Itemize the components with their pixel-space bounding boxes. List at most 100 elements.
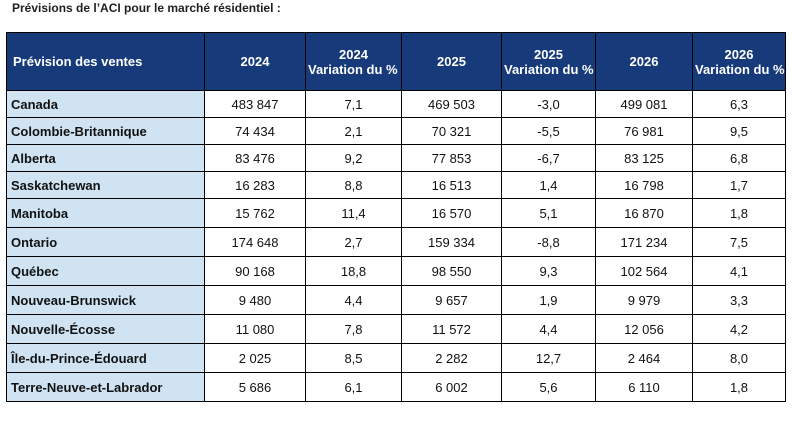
sales-cell: 9 657: [401, 285, 502, 315]
sales-cell: 483 847: [204, 90, 306, 118]
table-row: Saskatchewan 16 283 8,8 16 513 1,4 16 798 1,7: [6, 171, 786, 199]
sales-cell: 2 282: [401, 343, 502, 373]
change-cell: 9,3: [501, 256, 596, 286]
region-cell: Canada: [6, 90, 205, 118]
header-col-6: 2026 Variation du % annuel: [692, 32, 786, 91]
sales-cell: 171 234: [595, 227, 693, 257]
change-cell: -8,8: [501, 227, 596, 257]
sales-cell: 76 981: [595, 117, 693, 145]
sales-cell: 16 570: [401, 198, 502, 228]
table-body: Canada 483 847 7,1 469 503 -3,0 499 081 6,3 Col…: [6, 90, 786, 402]
change-cell: 7,5: [692, 227, 786, 257]
header-col-2: 2024 Variation du % annuel: [305, 32, 402, 91]
table-row: Canada 483 847 7,1 469 503 -3,0 499 081 6,3: [6, 90, 786, 118]
change-cell: 1,7: [692, 171, 786, 199]
sales-cell: 469 503: [401, 90, 502, 118]
table-header: Prévision des ventes 2024 2024 Variation…: [6, 32, 786, 91]
region-cell: Terre-Neuve-et-Labrador: [6, 372, 205, 402]
change-cell: 8,0: [692, 343, 786, 373]
header-col-4: 2025 Variation du % annuel: [501, 32, 596, 91]
sales-cell: 70 321: [401, 117, 502, 145]
region-cell: Colombie-Britannique: [6, 117, 205, 145]
sales-cell: 174 648: [204, 227, 306, 257]
header-year: 2024: [240, 54, 270, 69]
sales-cell: 90 168: [204, 256, 306, 286]
sales-cell: 12 056: [595, 314, 693, 344]
change-cell: 8,8: [305, 171, 402, 199]
change-cell: 4,4: [305, 285, 402, 315]
change-cell: -3,0: [501, 90, 596, 118]
region-cell: Ontario: [6, 227, 205, 257]
region-cell: Manitoba: [6, 198, 205, 228]
table-row: Île-du-Prince-Édouard 2 025 8,5 2 282 12,7 2 …: [6, 343, 786, 373]
header-sub: Variation du % annuel: [504, 61, 595, 77]
table-caption: Prévisions de l’ACI pour le marché résid…: [12, 1, 281, 15]
change-cell: 8,5: [305, 343, 402, 373]
header-col-3: 2025: [401, 32, 502, 91]
sales-forecast-table: Prévision des ventes 2024 2024 Variation…: [6, 32, 786, 402]
header-year: 2026: [629, 54, 659, 69]
change-cell: 1,4: [501, 171, 596, 199]
change-cell: 12,7: [501, 343, 596, 373]
change-cell: 5,6: [501, 372, 596, 402]
sales-cell: 15 762: [204, 198, 306, 228]
change-cell: -5,5: [501, 117, 596, 145]
change-cell: 2,7: [305, 227, 402, 257]
sales-cell: 83 125: [595, 144, 693, 172]
region-cell: Nouveau-Brunswick: [6, 285, 205, 315]
change-cell: 9,5: [692, 117, 786, 145]
change-cell: 4,4: [501, 314, 596, 344]
change-cell: 4,1: [692, 256, 786, 286]
sales-cell: 5 686: [204, 372, 306, 402]
sales-cell: 16 513: [401, 171, 502, 199]
change-cell: 11,4: [305, 198, 402, 228]
region-cell: Alberta: [6, 144, 205, 172]
change-cell: 9,2: [305, 144, 402, 172]
table-row: Nouveau-Brunswick 9 480 4,4 9 657 1,9 9 979 3,…: [6, 285, 786, 315]
header-sub: Variation du % annuel: [308, 61, 401, 77]
table-row: Terre-Neuve-et-Labrador 5 686 6,1 6 002 5,6 6…: [6, 372, 786, 402]
header-year: 2025: [534, 46, 563, 62]
header-col-5: 2026: [595, 32, 693, 91]
region-cell: Québec: [6, 256, 205, 286]
header-col-1: 2024: [204, 32, 306, 91]
sales-cell: 98 550: [401, 256, 502, 286]
region-cell: Nouvelle-Écosse: [6, 314, 205, 344]
sales-cell: 11 572: [401, 314, 502, 344]
change-cell: 1,8: [692, 372, 786, 402]
sales-cell: 102 564: [595, 256, 693, 286]
sales-cell: 9 480: [204, 285, 306, 315]
change-cell: 6,1: [305, 372, 402, 402]
header-sub: Variation du % annuel: [695, 61, 785, 77]
sales-cell: 16 283: [204, 171, 306, 199]
header-row: Prévision des ventes 2024 2024 Variation…: [6, 32, 786, 91]
region-cell: Île-du-Prince-Édouard: [6, 343, 205, 373]
sales-cell: 77 853: [401, 144, 502, 172]
sales-cell: 159 334: [401, 227, 502, 257]
change-cell: -6,7: [501, 144, 596, 172]
change-cell: 18,8: [305, 256, 402, 286]
sales-cell: 74 434: [204, 117, 306, 145]
sales-cell: 16 798: [595, 171, 693, 199]
change-cell: 4,2: [692, 314, 786, 344]
table-row: Ontario 174 648 2,7 159 334 -8,8 171 234 7,5: [6, 227, 786, 257]
sales-cell: 11 080: [204, 314, 306, 344]
table-row: Nouvelle-Écosse 11 080 7,8 11 572 4,4 12 056 4…: [6, 314, 786, 344]
change-cell: 6,3: [692, 90, 786, 118]
change-cell: 1,8: [692, 198, 786, 228]
change-cell: 7,8: [305, 314, 402, 344]
table-row: Manitoba 15 762 11,4 16 570 5,1 16 870 1,8: [6, 198, 786, 228]
sales-cell: 2 025: [204, 343, 306, 373]
change-cell: 3,3: [692, 285, 786, 315]
change-cell: 7,1: [305, 90, 402, 118]
table-row: Québec 90 168 18,8 98 550 9,3 102 564 4,1: [6, 256, 786, 286]
sales-cell: 6 002: [401, 372, 502, 402]
change-cell: 5,1: [501, 198, 596, 228]
change-cell: 1,9: [501, 285, 596, 315]
change-cell: 2,1: [305, 117, 402, 145]
table-row: Colombie-Britannique 74 434 2,1 70 321 -5,5 7…: [6, 117, 786, 145]
sales-cell: 9 979: [595, 285, 693, 315]
region-cell: Saskatchewan: [6, 171, 205, 199]
sales-cell: 2 464: [595, 343, 693, 373]
change-cell: 6,8: [692, 144, 786, 172]
